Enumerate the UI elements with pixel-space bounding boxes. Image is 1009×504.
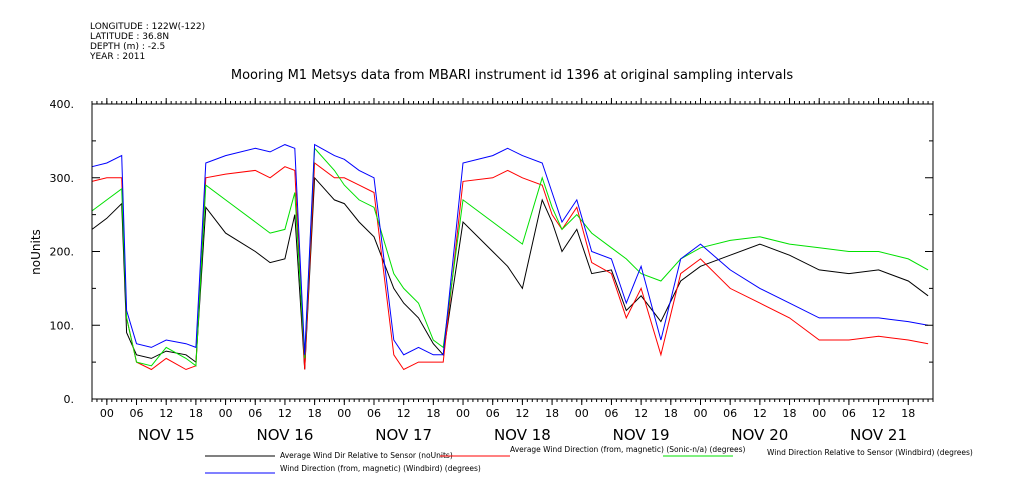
x-day-tick-label: NOV 17 xyxy=(375,426,432,444)
y-tick-label: 200. xyxy=(50,246,75,259)
x-hour-tick-label: 12 xyxy=(753,407,767,420)
axis-layer: 0. 100. 200. 300. 400. 00 06 12 18 00 06 12 18 00 06 12… xyxy=(50,98,934,444)
x-hour-tick-label: 06 xyxy=(842,407,856,420)
y-tick-label: 100. xyxy=(50,319,75,332)
x-hour-tick-label: 18 xyxy=(545,407,559,420)
x-hour-tick-label: 18 xyxy=(901,407,915,420)
x-hour-tick-label: 06 xyxy=(130,407,144,420)
series-line-0 xyxy=(91,176,929,370)
x-hour-tick-label: 06 xyxy=(723,407,737,420)
x-day-tick-label: NOV 16 xyxy=(256,426,313,444)
x-day-tick-label: NOV 19 xyxy=(613,426,670,444)
x-hour-tick-label: 18 xyxy=(783,407,797,420)
x-hour-tick-label: 06 xyxy=(248,407,262,420)
legend-label-1: Average Wind Direction (from, magnetic) … xyxy=(510,445,746,454)
series-layer xyxy=(91,143,929,371)
latitude-text: LATITUDE : 36.8N xyxy=(90,32,169,42)
x-hour-tick-label: 06 xyxy=(367,407,381,420)
y-tick-label: 300. xyxy=(50,172,75,185)
y-tick-label: 400. xyxy=(50,98,75,111)
legend-label-2: Wind Direction Relative to Sensor (Windb… xyxy=(767,448,973,457)
x-hour-tick-label: 12 xyxy=(872,407,886,420)
series-line-2 xyxy=(91,147,929,367)
chart-title: Mooring M1 Metsys data from MBARI instru… xyxy=(231,68,793,83)
x-day-tick-label: NOV 18 xyxy=(494,426,551,444)
x-hour-tick-label: 00 xyxy=(693,407,707,420)
x-hour-tick-label: 00 xyxy=(575,407,589,420)
x-hour-tick-label: 00 xyxy=(812,407,826,420)
depth-text: DEPTH (m) : -2.5 xyxy=(90,42,165,52)
x-day-tick-label: NOV 15 xyxy=(138,426,195,444)
y-axis-label: noUnits xyxy=(29,229,43,275)
plot-frame xyxy=(91,103,934,400)
x-hour-tick-label: 12 xyxy=(159,407,173,420)
x-hour-tick-label: 18 xyxy=(189,407,203,420)
x-hour-tick-label: 12 xyxy=(515,407,529,420)
x-hour-tick-label: 06 xyxy=(604,407,618,420)
x-day-tick-label: NOV 21 xyxy=(850,426,907,444)
x-hour-tick-label: 18 xyxy=(308,407,322,420)
legend-label-3: Wind Direction (from, magnetic) (Windbir… xyxy=(280,464,481,473)
x-hour-tick-label: 00 xyxy=(219,407,233,420)
year-text: YEAR : 2011 xyxy=(89,52,145,62)
x-hour-tick-label: 06 xyxy=(486,407,500,420)
series-line-3 xyxy=(91,143,929,356)
x-day-tick-label: NOV 20 xyxy=(731,426,788,444)
x-hour-tick-label: 00 xyxy=(337,407,351,420)
x-hour-tick-label: 00 xyxy=(100,407,114,420)
legend: Average Wind Dir Relative to Sensor (noU… xyxy=(205,445,973,474)
x-hour-tick-label: 12 xyxy=(397,407,411,420)
x-hour-tick-label: 18 xyxy=(426,407,440,420)
x-hour-tick-label: 12 xyxy=(278,407,292,420)
x-hour-tick-label: 00 xyxy=(456,407,470,420)
header-block: LONGITUDE : 122W(-122) LATITUDE : 36.8N … xyxy=(89,22,205,62)
x-hour-tick-label: 12 xyxy=(634,407,648,420)
legend-label-0: Average Wind Dir Relative to Sensor (noU… xyxy=(280,451,453,460)
y-tick-label: 0. xyxy=(64,393,75,406)
longitude-text: LONGITUDE : 122W(-122) xyxy=(90,22,205,32)
x-hour-tick-label: 18 xyxy=(664,407,678,420)
